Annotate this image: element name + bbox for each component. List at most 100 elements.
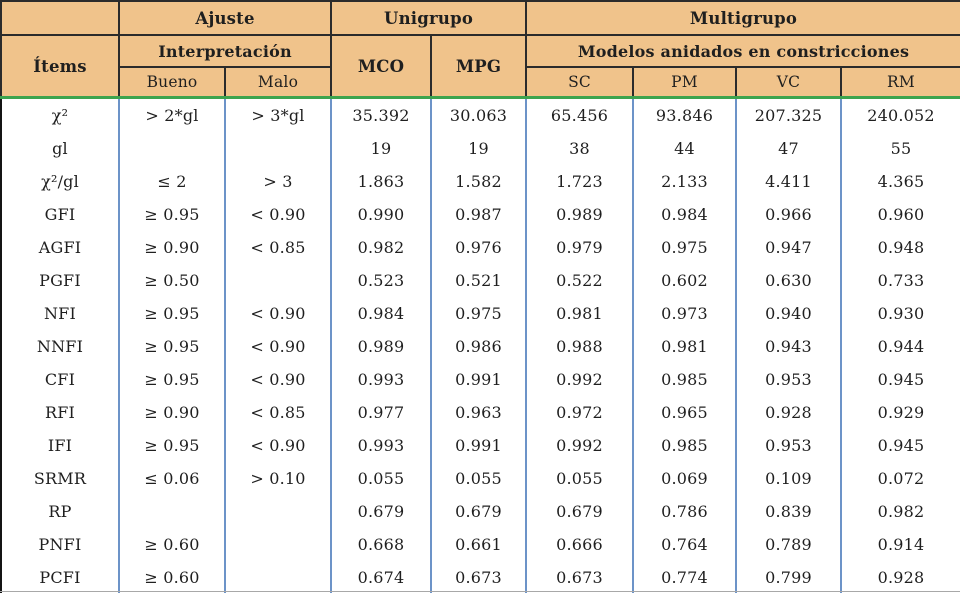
value-cell-vc: 0.940: [735, 297, 843, 330]
value-cell-malo: [223, 561, 333, 593]
header-mpg: MPG: [430, 34, 528, 99]
value-cell-sc: 0.992: [525, 429, 635, 462]
value-cell-vc: 0.839: [735, 495, 843, 528]
header-sc: SC: [525, 66, 635, 99]
value-cell-rm: 0.944: [840, 330, 960, 363]
header-rm: RM: [840, 66, 960, 99]
value-cell-pm: 0.069: [632, 462, 738, 495]
value-cell-mco: 0.977: [330, 396, 433, 429]
value-cell-mpg: 0.987: [430, 198, 528, 231]
value-cell-malo: > 0.10: [223, 462, 333, 495]
value-cell-pm: 0.985: [632, 363, 738, 396]
value-cell-vc: 47: [735, 132, 843, 165]
value-cell-mpg: 1.582: [430, 165, 528, 198]
value-cell-mco: 0.993: [330, 429, 433, 462]
value-cell-mco: 0.989: [330, 330, 433, 363]
value-cell-pm: 0.973: [632, 297, 738, 330]
value-cell-mpg: 0.976: [430, 231, 528, 264]
value-cell-mpg: 0.055: [430, 462, 528, 495]
value-cell-malo: > 3*gl: [223, 96, 333, 132]
value-cell-bueno: ≤ 0.06: [118, 462, 226, 495]
value-cell-vc: 4.411: [735, 165, 843, 198]
value-cell-pm: 93.846: [632, 96, 738, 132]
value-cell-mco: 1.863: [330, 165, 433, 198]
value-cell-sc: 65.456: [525, 96, 635, 132]
value-cell-pm: 0.965: [632, 396, 738, 429]
row-label: χ²: [1, 96, 120, 132]
value-cell-malo: < 0.85: [223, 231, 333, 264]
value-cell-malo: > 3: [223, 165, 333, 198]
value-cell-pm: 0.764: [632, 528, 738, 561]
table-row: χ²/gl ≤ 2 > 3 1.863 1.582 1.723 2.133 4.411 4.36…: [1, 165, 960, 198]
value-cell-pm: 0.786: [632, 495, 738, 528]
value-cell-bueno: ≥ 0.95: [118, 297, 226, 330]
table-row: GFI ≥ 0.95 < 0.90 0.990 0.987 0.989 0.984 0.966…: [1, 198, 960, 231]
value-cell-pm: 0.984: [632, 198, 738, 231]
row-label: χ²/gl: [1, 165, 120, 198]
value-cell-sc: 0.972: [525, 396, 635, 429]
value-cell-mpg: 0.673: [430, 561, 528, 593]
value-cell-malo: < 0.90: [223, 198, 333, 231]
header-ajuste: Ajuste: [117, 0, 333, 36]
value-cell-sc: 0.981: [525, 297, 635, 330]
value-cell-sc: 1.723: [525, 165, 635, 198]
row-label: RFI: [1, 396, 120, 429]
value-cell-bueno: ≥ 0.60: [118, 561, 226, 593]
header-vc: VC: [735, 66, 843, 99]
row-label: NFI: [1, 297, 120, 330]
value-cell-mco: 0.674: [330, 561, 433, 593]
header-pm: PM: [632, 66, 738, 99]
value-cell-mco: 0.982: [330, 231, 433, 264]
value-cell-vc: 207.325: [735, 96, 843, 132]
value-cell-pm: 0.985: [632, 429, 738, 462]
value-cell-sc: 38: [525, 132, 635, 165]
value-cell-pm: 0.602: [632, 264, 738, 297]
value-cell-vc: 0.953: [735, 429, 843, 462]
row-label: CFI: [1, 363, 120, 396]
value-cell-bueno: ≥ 0.95: [118, 330, 226, 363]
table-row: PCFI ≥ 0.60 0.674 0.673 0.673 0.774 0.799 0.928: [1, 561, 960, 593]
value-cell-pm: 0.774: [632, 561, 738, 593]
value-cell-mco: 19: [330, 132, 433, 165]
value-cell-bueno: ≥ 0.95: [118, 429, 226, 462]
value-cell-bueno: ≥ 0.50: [118, 264, 226, 297]
header-corner-cell: [0, 0, 120, 36]
value-cell-mpg: 30.063: [430, 96, 528, 132]
value-cell-bueno: ≥ 0.95: [118, 363, 226, 396]
value-cell-sc: 0.989: [525, 198, 635, 231]
value-cell-malo: < 0.90: [223, 330, 333, 363]
value-cell-malo: < 0.90: [223, 363, 333, 396]
value-cell-sc: 0.988: [525, 330, 635, 363]
header-mco: MCO: [330, 34, 433, 99]
value-cell-vc: 0.928: [735, 396, 843, 429]
value-cell-sc: 0.522: [525, 264, 635, 297]
value-cell-bueno: ≥ 0.90: [118, 231, 226, 264]
value-cell-vc: 0.947: [735, 231, 843, 264]
bottom-rule: [0, 591, 960, 592]
table-row: χ² > 2*gl > 3*gl 35.392 30.063 65.456 93.846 20…: [1, 96, 960, 132]
value-cell-malo: [223, 495, 333, 528]
value-cell-mpg: 0.963: [430, 396, 528, 429]
value-cell-rm: 0.982: [840, 495, 960, 528]
table-row: AGFI ≥ 0.90 < 0.85 0.982 0.976 0.979 0.975 0.94…: [1, 231, 960, 264]
row-label: PNFI: [1, 528, 120, 561]
value-cell-malo: < 0.90: [223, 429, 333, 462]
row-label: gl: [1, 132, 120, 165]
value-cell-rm: 0.914: [840, 528, 960, 561]
value-cell-mco: 0.990: [330, 198, 433, 231]
value-cell-sc: 0.673: [525, 561, 635, 593]
table-row: NFI ≥ 0.95 < 0.90 0.984 0.975 0.981 0.973 0.940…: [1, 297, 960, 330]
row-label: IFI: [1, 429, 120, 462]
value-cell-bueno: [118, 495, 226, 528]
value-cell-vc: 0.109: [735, 462, 843, 495]
value-cell-rm: 0.948: [840, 231, 960, 264]
value-cell-rm: 4.365: [840, 165, 960, 198]
value-cell-vc: 0.630: [735, 264, 843, 297]
value-cell-mco: 35.392: [330, 96, 433, 132]
value-cell-vc: 0.953: [735, 363, 843, 396]
value-cell-rm: 0.072: [840, 462, 960, 495]
header-multigrupo: Multigrupo: [525, 0, 960, 36]
value-cell-malo: [223, 528, 333, 561]
value-cell-rm: 0.929: [840, 396, 960, 429]
